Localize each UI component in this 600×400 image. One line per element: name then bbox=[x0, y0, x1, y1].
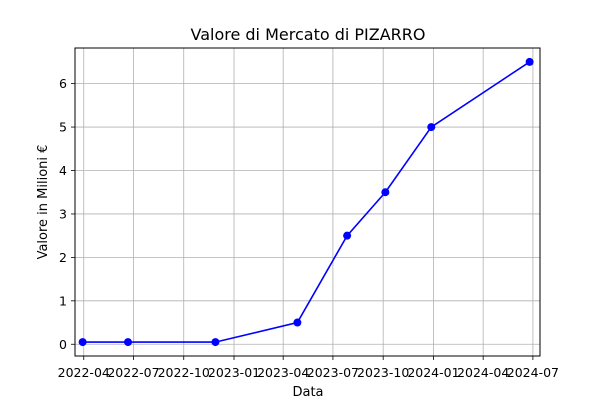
y-tick-label: 4 bbox=[59, 163, 67, 178]
data-point bbox=[124, 338, 133, 347]
data-point bbox=[525, 57, 534, 66]
x-tick-label: 2023-04 bbox=[257, 365, 309, 380]
data-point bbox=[343, 231, 352, 240]
data-point bbox=[211, 338, 220, 347]
x-tick-label: 2022-07 bbox=[107, 365, 159, 380]
y-tick-label: 0 bbox=[59, 337, 67, 352]
x-tick-label: 2023-01 bbox=[208, 365, 260, 380]
plot-frame bbox=[74, 47, 541, 357]
x-tick-label: 2024-04 bbox=[457, 365, 509, 380]
grid bbox=[75, 48, 540, 356]
y-tick-label: 5 bbox=[59, 120, 67, 135]
chart-title: Valore di Mercato di PIZARRO bbox=[191, 25, 426, 44]
data-point bbox=[381, 188, 390, 197]
x-axis-label: Data bbox=[292, 385, 323, 400]
y-axis-label: Valore in Milioni € bbox=[36, 145, 51, 260]
y-tick-label: 1 bbox=[59, 293, 67, 308]
y-tick-label: 6 bbox=[59, 76, 67, 91]
x-tick-label: 2024-07 bbox=[507, 365, 559, 380]
series-layer bbox=[78, 57, 534, 347]
ticks: 2022-042022-072022-102023-012023-042023-… bbox=[58, 76, 559, 380]
data-point bbox=[78, 338, 87, 347]
x-tick-label: 2024-01 bbox=[407, 365, 459, 380]
data-point bbox=[293, 318, 302, 327]
y-tick-label: 3 bbox=[59, 206, 67, 221]
x-tick-label: 2023-10 bbox=[357, 365, 409, 380]
data-point bbox=[427, 123, 436, 132]
x-tick-label: 2022-10 bbox=[158, 365, 210, 380]
x-tick-label: 2022-04 bbox=[58, 365, 110, 380]
x-tick-label: 2023-07 bbox=[307, 365, 359, 380]
y-tick-label: 2 bbox=[59, 250, 67, 265]
series-line bbox=[82, 61, 531, 343]
